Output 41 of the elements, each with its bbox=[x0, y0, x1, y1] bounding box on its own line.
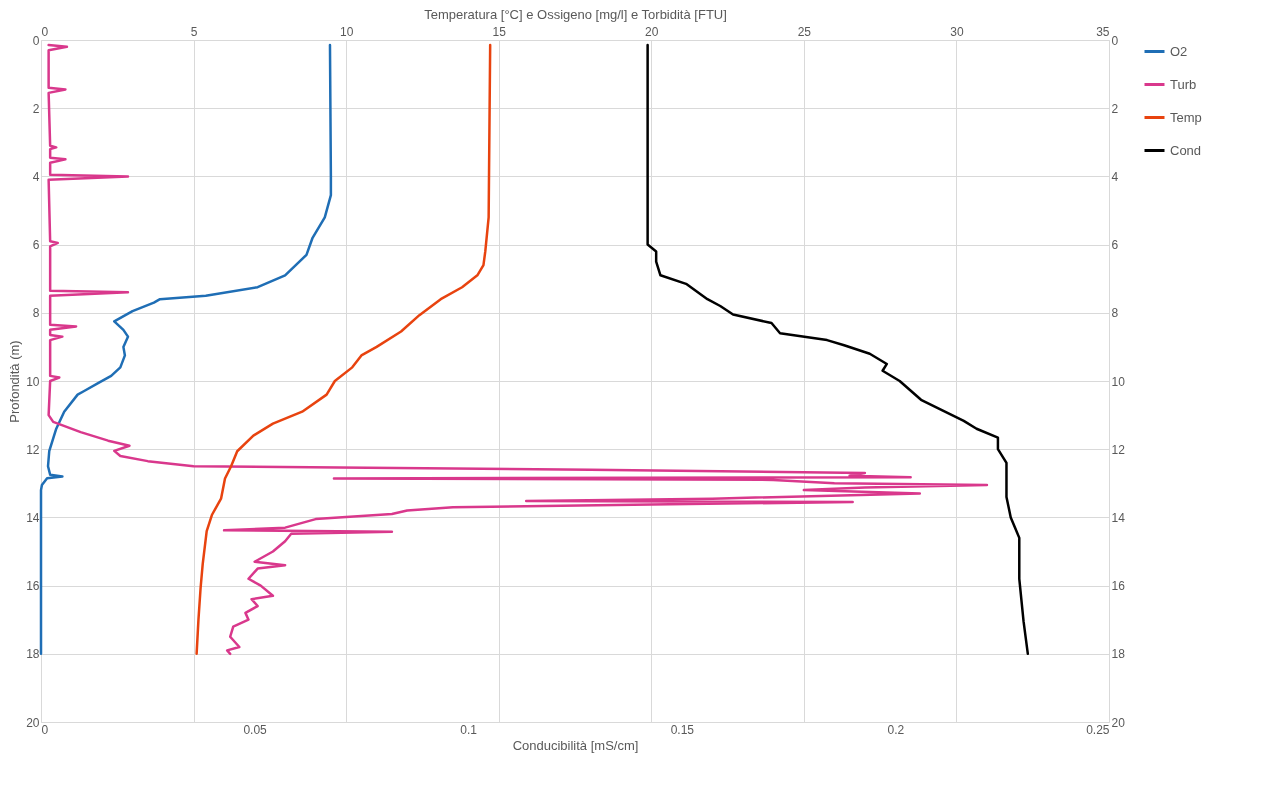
legend-label: Temp bbox=[1170, 109, 1202, 125]
y2-tick-label: 18 bbox=[1111, 647, 1126, 662]
y2-tick-label: 16 bbox=[1111, 579, 1126, 594]
y-tick-label: 14 bbox=[26, 510, 40, 525]
y-tick-label: 16 bbox=[26, 579, 40, 594]
x-tick-label: 0.05 bbox=[243, 722, 268, 737]
y2-tick-label: 0 bbox=[1111, 33, 1119, 48]
y-tick-label: 8 bbox=[32, 306, 40, 321]
y-axis-title: Profondità (m) bbox=[7, 340, 23, 423]
x2-tick-label: 30 bbox=[950, 24, 964, 39]
legend-label: Cond bbox=[1170, 142, 1202, 158]
y-tick-label: 6 bbox=[32, 238, 40, 253]
y2-tick-label: 2 bbox=[1111, 101, 1119, 116]
y-tick-label: 18 bbox=[26, 647, 40, 662]
x-tick-label: 0.15 bbox=[670, 722, 695, 737]
y2-tick-label: 6 bbox=[1111, 238, 1119, 253]
y2-tick-label: 4 bbox=[1111, 169, 1119, 184]
x2-tick-label: 5 bbox=[190, 24, 198, 39]
x2-axis-title: Temperatura [°C] e Ossigeno [mg/l] e Torbidità [FTU] bbox=[424, 6, 727, 22]
y-tick-label: 10 bbox=[26, 374, 40, 389]
y-tick-label: 4 bbox=[32, 169, 40, 184]
x2-tick-label: 20 bbox=[645, 24, 659, 39]
y2-tick-label: 14 bbox=[1111, 510, 1126, 525]
y-tick-label: 2 bbox=[32, 101, 40, 116]
y2-tick-label: 8 bbox=[1111, 306, 1119, 321]
x-tick-label: 0.2 bbox=[887, 722, 905, 737]
x-axis-title: Conducibilità [mS/cm] bbox=[512, 737, 639, 753]
legend-label: Turb bbox=[1170, 76, 1197, 92]
y-tick-label: 0 bbox=[32, 33, 40, 48]
y2-tick-label: 12 bbox=[1111, 442, 1126, 457]
y-tick-label: 12 bbox=[26, 442, 40, 457]
x2-tick-label: 25 bbox=[797, 24, 812, 39]
y-tick-label: 20 bbox=[26, 715, 40, 730]
y2-tick-label: 20 bbox=[1111, 715, 1126, 730]
x-tick-label: 0.25 bbox=[1086, 722, 1110, 737]
x2-tick-label: 35 bbox=[1096, 24, 1110, 39]
x2-tick-label: 10 bbox=[339, 24, 354, 39]
x2-tick-label: 15 bbox=[492, 24, 507, 39]
y2-tick-label: 10 bbox=[1111, 374, 1126, 389]
x-tick-label: 0.1 bbox=[460, 722, 478, 737]
legend-label: O2 bbox=[1170, 43, 1188, 59]
